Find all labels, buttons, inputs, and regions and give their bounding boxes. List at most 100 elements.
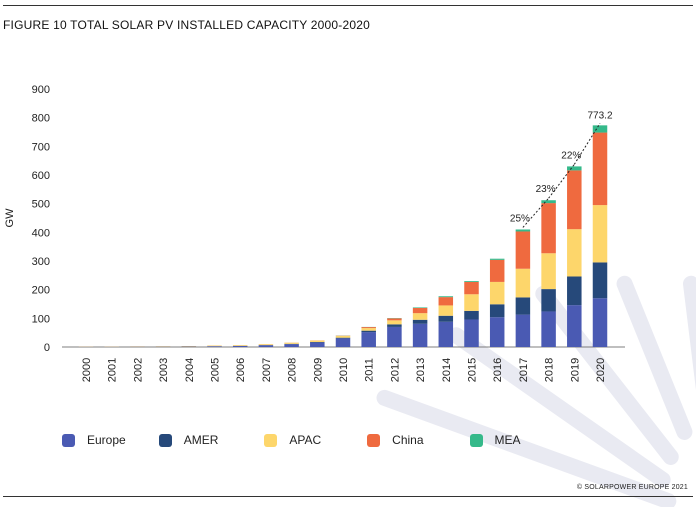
bar-amer-2020 (592, 262, 608, 299)
bar-amer-2013 (412, 319, 428, 324)
growth-annotations: 25% 23% 22% 773.2 (510, 110, 613, 228)
bar-china-2017 (515, 231, 531, 269)
bar-europe-2011 (361, 332, 376, 347)
legend-item-mea: MEA (469, 433, 521, 447)
bar-apac-2008 (284, 342, 299, 344)
x-tick-label: 2002 (132, 358, 144, 382)
bar-mea-2014 (438, 296, 454, 298)
legend-item-apac: APAC (264, 433, 321, 447)
x-tick-label: 2020 (595, 358, 607, 382)
bar-amer-2019 (567, 276, 582, 306)
y-tick-label: 0 (44, 342, 50, 354)
bar-apac-2017 (515, 268, 531, 298)
decor-ray (616, 275, 693, 440)
x-tick-label: 2003 (158, 358, 170, 382)
bar-mea-2019 (567, 166, 582, 171)
bar-europe-2018 (541, 311, 556, 347)
bar-mea-2017 (515, 229, 531, 232)
y-axis-label: GW (4, 208, 16, 228)
bar-china-2015 (464, 281, 479, 295)
bar-europe-2014 (438, 321, 454, 347)
legend-item-amer: AMER (158, 433, 218, 447)
legend-swatch (367, 433, 381, 447)
bar-europe-2005 (207, 346, 222, 347)
bar-apac-2009 (310, 340, 325, 342)
figure-title: FIGURE 10 TOTAL SOLAR PV INSTALLED CAPAC… (3, 18, 370, 32)
legend: Europe AMER APAC China MEA (62, 432, 521, 448)
legend-label: MEA (494, 433, 521, 447)
decor-ray (376, 389, 677, 507)
decor-ray (682, 275, 696, 391)
bar-apac-2020 (592, 205, 608, 263)
bar-europe-2013 (412, 323, 428, 347)
y-tick-label: 600 (32, 170, 50, 182)
bar-apac-2018 (541, 253, 556, 290)
x-tick-label: 2019 (569, 358, 581, 382)
growth-dotted-line (548, 164, 575, 199)
growth-label: 22% (561, 150, 581, 161)
x-tick-label: 2014 (441, 358, 453, 382)
legend-swatch (469, 433, 483, 447)
bar-apac-2010 (335, 335, 351, 338)
decor-ray (535, 285, 679, 465)
bar-china-2014 (438, 297, 454, 306)
y-tick-label: 900 (32, 84, 50, 96)
x-tick-label: 2006 (235, 358, 247, 382)
legend-swatch (264, 433, 278, 447)
legend-swatch (62, 433, 75, 447)
copyright-text: © SOLARPOWER EUROPE 2021 (576, 484, 688, 491)
bar-mea-2016 (489, 258, 505, 260)
growth-dotted-line (573, 123, 601, 165)
decorative-sunburst (376, 275, 696, 507)
bar-apac-2005 (207, 345, 222, 347)
bar-europe-2007 (258, 345, 274, 347)
bar-amer-2012 (387, 324, 402, 327)
y-tick-label: 800 (32, 113, 50, 125)
bar-apac-2011 (361, 328, 376, 331)
bar-china-2011 (361, 327, 376, 329)
decor-ray (448, 327, 671, 488)
legend-label: Europe (87, 433, 126, 447)
legend-item-china: China (367, 433, 424, 447)
total-label: 773.2 (587, 110, 612, 121)
bar-amer-2018 (541, 289, 556, 312)
x-tick-label: 2011 (364, 358, 376, 382)
bar-europe-2006 (232, 346, 248, 347)
bars (78, 125, 608, 347)
bar-amer-2014 (438, 315, 454, 322)
x-tick-label: 2010 (338, 358, 350, 382)
bar-apac-2007 (258, 344, 274, 346)
bar-mea-2013 (412, 307, 428, 309)
legend-item-europe: Europe (62, 433, 126, 447)
x-tick-label: 2013 (415, 358, 427, 382)
bar-china-2018 (541, 203, 556, 254)
y-tick-label: 500 (32, 199, 50, 211)
bar-china-2013 (412, 308, 428, 314)
bar-apac-2016 (489, 281, 505, 305)
bottom-rule (3, 496, 693, 497)
y-axis-ticks: 0 100 200 300 400 500 600 700 800 900 (32, 84, 50, 354)
bar-amer-2016 (489, 304, 505, 318)
x-tick-label: 2018 (544, 358, 556, 382)
bar-europe-2015 (464, 319, 479, 347)
legend-label: APAC (289, 433, 322, 447)
bar-europe-2008 (284, 344, 299, 347)
y-tick-label: 700 (32, 141, 50, 153)
x-tick-label: 2004 (184, 358, 196, 382)
x-tick-label: 2008 (287, 358, 299, 382)
x-tick-label: 2017 (518, 358, 530, 382)
bar-europe-2012 (387, 326, 402, 347)
top-rule (3, 5, 693, 6)
bar-europe-2019 (567, 305, 582, 347)
bar-apac-2012 (387, 320, 402, 325)
bar-europe-2020 (592, 298, 608, 347)
x-tick-label: 2009 (312, 358, 324, 382)
legend-label: China (392, 433, 424, 447)
bar-europe-2009 (310, 342, 325, 347)
bar-china-2012 (387, 318, 402, 321)
bar-amer-2011 (361, 330, 376, 333)
x-tick-label: 2012 (389, 358, 401, 382)
bar-apac-2019 (567, 229, 582, 277)
bar-amer-2017 (515, 297, 531, 315)
y-tick-label: 100 (32, 313, 50, 325)
